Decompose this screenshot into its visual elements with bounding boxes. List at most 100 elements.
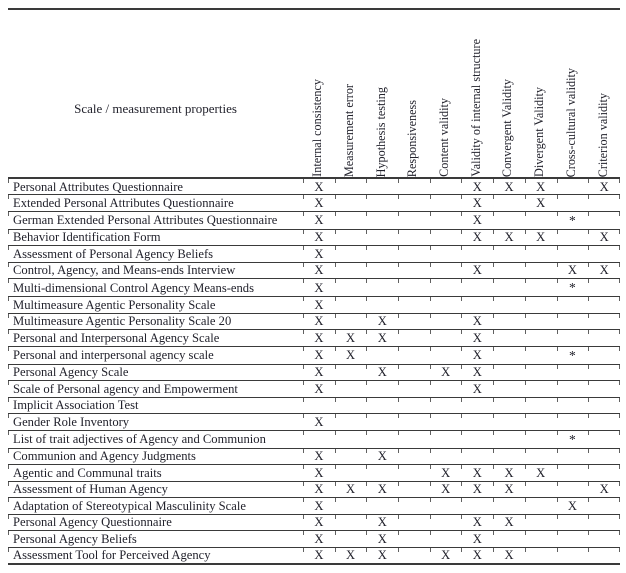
scale-name-cell: Personal Attributes Questionnaire — [8, 178, 304, 195]
x-mark-cell: X — [461, 364, 494, 381]
empty-mark-cell — [556, 194, 589, 212]
empty-mark-cell — [429, 245, 462, 263]
empty-mark-cell — [493, 346, 525, 365]
x-mark-cell: X — [524, 464, 557, 482]
empty-mark-cell — [334, 178, 367, 195]
x-mark-cell: X — [524, 178, 557, 195]
x-mark-cell: X — [303, 497, 335, 515]
empty-mark-cell — [493, 278, 525, 297]
empty-mark-cell — [588, 380, 620, 398]
table-row: Behavior Identification Form X X X X X — [8, 229, 620, 246]
empty-mark-cell — [303, 430, 335, 449]
empty-mark-cell — [556, 364, 589, 381]
empty-mark-cell — [334, 194, 367, 212]
empty-mark-cell — [366, 278, 399, 297]
x-mark-cell: X — [366, 547, 399, 564]
empty-mark-cell — [493, 430, 525, 449]
empty-mark-cell — [556, 464, 589, 482]
table-row: Multimeasure Agentic Personality Scale 2… — [8, 313, 620, 330]
empty-mark-cell — [366, 262, 399, 279]
empty-mark-cell — [556, 296, 589, 314]
empty-mark-cell — [524, 530, 557, 548]
x-mark-cell: X — [366, 448, 399, 465]
table-row: Communion and Agency Judgments X X — [8, 448, 620, 465]
empty-mark-cell — [461, 397, 494, 414]
x-mark-cell: X — [303, 413, 335, 431]
empty-mark-cell — [366, 380, 399, 398]
measurement-properties-table: Scale / measurement properties Internal … — [8, 8, 620, 565]
empty-mark-cell — [429, 194, 462, 212]
empty-mark-cell — [556, 530, 589, 548]
empty-mark-cell — [334, 278, 367, 297]
x-mark-cell: X — [303, 448, 335, 465]
x-mark-cell: X — [303, 296, 335, 314]
empty-mark-cell — [366, 296, 399, 314]
x-mark-cell: X — [366, 364, 399, 381]
empty-mark-cell — [588, 245, 620, 263]
empty-mark-cell — [334, 296, 367, 314]
x-mark-cell: X — [429, 547, 462, 564]
empty-mark-cell — [524, 329, 557, 347]
scale-name-cell: Personal and interpersonal agency scale — [8, 346, 304, 365]
empty-mark-cell — [588, 346, 620, 365]
empty-mark-cell — [366, 397, 399, 414]
empty-mark-cell — [524, 211, 557, 230]
x-mark-cell: X — [461, 178, 494, 195]
column-header-label: Content validity — [437, 98, 452, 177]
empty-mark-cell — [398, 448, 430, 465]
empty-mark-cell — [429, 262, 462, 279]
empty-mark-cell — [493, 380, 525, 398]
column-header: Hypothesis testing — [366, 9, 399, 179]
table-row: Agentic and Communal traits X X X X X — [8, 464, 620, 482]
table-row: German Extended Personal Attributes Ques… — [8, 211, 620, 230]
empty-mark-cell — [524, 245, 557, 263]
empty-mark-cell — [524, 296, 557, 314]
table-row: Assessment of Human Agency X X X X X X X — [8, 481, 620, 498]
x-mark-cell: X — [303, 245, 335, 263]
x-mark-cell: X — [588, 262, 620, 279]
empty-mark-cell — [493, 329, 525, 347]
empty-mark-cell — [398, 313, 430, 330]
empty-mark-cell — [398, 464, 430, 482]
x-mark-cell: X — [334, 547, 367, 564]
empty-mark-cell — [398, 547, 430, 564]
asterisk-mark-cell: * — [556, 346, 589, 365]
table-row: Personal Agency Scale X X X X — [8, 364, 620, 381]
empty-mark-cell — [461, 497, 494, 515]
column-header: Convergent Validity — [493, 9, 525, 179]
empty-mark-cell — [334, 262, 367, 279]
empty-mark-cell — [398, 497, 430, 515]
empty-mark-cell — [366, 245, 399, 263]
empty-mark-cell — [493, 497, 525, 515]
empty-mark-cell — [366, 430, 399, 449]
empty-mark-cell — [461, 448, 494, 465]
column-header: Cross-cultural validity — [556, 9, 589, 179]
empty-mark-cell — [556, 329, 589, 347]
table-row: Gender Role Inventory X — [8, 413, 620, 431]
empty-mark-cell — [493, 448, 525, 465]
x-mark-cell: X — [303, 481, 335, 498]
empty-mark-cell — [493, 296, 525, 314]
x-mark-cell: X — [461, 346, 494, 365]
empty-mark-cell — [398, 229, 430, 246]
x-mark-cell: X — [461, 464, 494, 482]
scale-name-cell: Personal Agency Scale — [8, 364, 304, 381]
scale-name-cell: Implicit Association Test — [8, 397, 304, 414]
x-mark-cell: X — [303, 530, 335, 548]
empty-mark-cell — [556, 313, 589, 330]
x-mark-cell: X — [334, 329, 367, 347]
empty-mark-cell — [398, 296, 430, 314]
x-mark-cell: X — [429, 464, 462, 482]
empty-mark-cell — [588, 364, 620, 381]
empty-mark-cell — [334, 397, 367, 414]
header-row: Scale / measurement properties Internal … — [8, 9, 620, 179]
empty-mark-cell — [366, 464, 399, 482]
empty-mark-cell — [366, 178, 399, 195]
x-mark-cell: X — [461, 547, 494, 564]
x-mark-cell: X — [303, 329, 335, 347]
empty-mark-cell — [588, 514, 620, 531]
x-mark-cell: X — [461, 329, 494, 347]
scale-name-cell: Agentic and Communal traits — [8, 464, 304, 482]
empty-mark-cell — [429, 329, 462, 347]
empty-mark-cell — [366, 346, 399, 365]
